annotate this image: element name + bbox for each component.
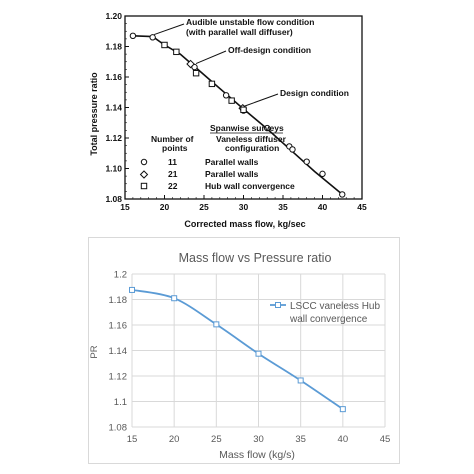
legend-row-points: 22	[168, 181, 178, 191]
excel-y-tick-label: 1.2	[114, 270, 127, 281]
excel-x-tick-label: 35	[295, 434, 306, 445]
scan-square-marker	[240, 106, 247, 113]
scan-y-tick-label: 1.14	[105, 103, 122, 113]
scan-square-marker	[228, 97, 235, 104]
excel-gridlines	[131, 273, 386, 428]
excel-y-tick-label: 1.12	[109, 372, 128, 383]
excel-x-tick-label: 25	[211, 434, 222, 445]
scan-square-marker	[192, 69, 200, 77]
scan-circle-marker	[222, 92, 230, 99]
excel-data-marker	[171, 295, 178, 302]
excel-data-marker	[213, 321, 220, 328]
excel-x-tick-label: 40	[338, 434, 349, 445]
scan-square-marker	[161, 41, 168, 49]
scan-x-tick-label: 15	[120, 202, 130, 212]
annotation-design-condition: Design condition	[280, 88, 349, 98]
legend-row-points: 11	[168, 157, 177, 167]
excel-x-tick-label: 30	[253, 434, 264, 445]
scan-circle-marker	[264, 124, 271, 132]
scan-annotation-leader	[244, 93, 279, 107]
excel-data-marker	[339, 406, 346, 413]
excel-y-tick-label: 1.14	[109, 346, 128, 357]
scan-x-tick-label: 20	[160, 202, 170, 212]
legend-circle-marker	[140, 158, 148, 166]
scan-annotation-leader	[195, 50, 227, 65]
excel-x-tick-label: 15	[127, 434, 138, 445]
scan-x-tick-label: 30	[239, 202, 249, 212]
scan-circle-marker	[129, 32, 137, 40]
scan-y-tick-label: 1.08	[105, 194, 122, 204]
legend-square-marker	[140, 182, 148, 190]
scan-axis-ticks	[124, 15, 363, 200]
scan-circle-marker	[289, 146, 296, 153]
legend-row-config: Hub wall convergence	[205, 181, 295, 191]
excel-mass-flow-chart: Mass flow vs Pressure ratio 1.081.11.121…	[88, 237, 400, 464]
legend-row-points: 21	[168, 169, 178, 179]
scan-x-tick-label: 45	[357, 202, 367, 212]
excel-series-markers	[129, 286, 346, 413]
scan-circle-marker	[303, 158, 310, 165]
excel-data-marker	[255, 350, 262, 357]
scan-y-tick-label: 1.16	[105, 72, 122, 82]
scan-x-axis-label: Corrected mass flow, kg/sec	[184, 219, 305, 229]
scan-legend-col2-header-2: configuration	[225, 143, 279, 153]
excel-data-marker	[297, 377, 304, 384]
excel-legend: LSCC vaneless Hub wall convergence	[270, 301, 380, 325]
excel-y-tick-label: 1.16	[109, 321, 128, 332]
excel-x-tick-label: 45	[380, 434, 391, 445]
excel-y-tick-label: 1.08	[109, 423, 128, 434]
scan-y-tick-label: 1.18	[105, 42, 122, 52]
scan-y-tick-label: 1.12	[105, 133, 122, 143]
excel-legend-label: LSCC vaneless Hub	[290, 301, 380, 312]
legend-row-config: Parallel walls	[205, 157, 259, 167]
excel-legend-marker-swatch	[275, 302, 281, 308]
excel-y-tick-label: 1.1	[114, 397, 127, 408]
scan-y-axis-label: Total pressure ratio	[89, 72, 99, 156]
excel-x-axis-label: Mass flow (kg/s)	[219, 449, 295, 461]
scan-annotation-leaders	[153, 23, 279, 107]
scan-circle-marker	[149, 34, 156, 41]
excel-x-tick-labels: 15 20 25 30 35 40 45	[127, 434, 391, 445]
scan-data-markers	[129, 32, 346, 198]
excel-series-line	[131, 289, 344, 410]
excel-data-marker	[129, 286, 135, 293]
scan-square-marker	[173, 48, 180, 56]
scan-square-marker	[208, 80, 216, 88]
excel-y-tick-label: 1.18	[109, 295, 128, 306]
annotation-unstable-flow: Audible unstable flow condition	[186, 17, 314, 27]
scan-legend-col1-header-2: points	[162, 143, 188, 153]
scan-x-tick-label: 40	[318, 202, 328, 212]
excel-y-axis-label: PR	[89, 345, 100, 358]
legend-row-config: Parallel walls	[205, 169, 259, 179]
scan-y-tick-labels: 1.08 1.10 1.12 1.14 1.16 1.18 1.20	[105, 11, 122, 204]
annotation-off-design: Off-design condition	[228, 45, 311, 55]
legend-diamond-marker	[139, 170, 149, 179]
excel-y-tick-labels: 1.08 1.1 1.12 1.14 1.16 1.18 1.2	[109, 270, 128, 434]
scan-y-tick-label: 1.10	[105, 164, 122, 174]
scan-legend-col1-header: Number of	[151, 134, 194, 144]
scan-x-tick-labels: 15 20 25 30 35 40 45	[120, 202, 367, 212]
excel-legend-label: wall convergence	[289, 314, 368, 325]
scan-circle-marker	[339, 191, 346, 198]
scan-x-tick-label: 35	[278, 202, 288, 212]
scanned-pressure-ratio-chart: 15 20 25 30 35 40 45 1.081.101.121.141.161.181…	[89, 11, 367, 229]
scan-legend-col2-header: Vaneless diffuser	[216, 134, 287, 144]
excel-x-tick-label: 20	[169, 434, 180, 445]
scan-legend-title: Spanwise surveys	[210, 123, 284, 133]
scan-diamond-marker	[186, 59, 195, 69]
scan-annotation-leader	[153, 23, 185, 36]
scan-x-tick-label: 25	[199, 202, 209, 212]
scan-legend: Spanwise surveys Number of points Vanele…	[139, 123, 295, 191]
scan-circle-marker	[319, 170, 326, 178]
scan-y-tick-label: 1.20	[105, 11, 122, 21]
annotation-unstable-flow-note: (with parallel wall diffuser)	[186, 27, 293, 37]
excel-chart-title: Mass flow vs Pressure ratio	[179, 251, 332, 265]
